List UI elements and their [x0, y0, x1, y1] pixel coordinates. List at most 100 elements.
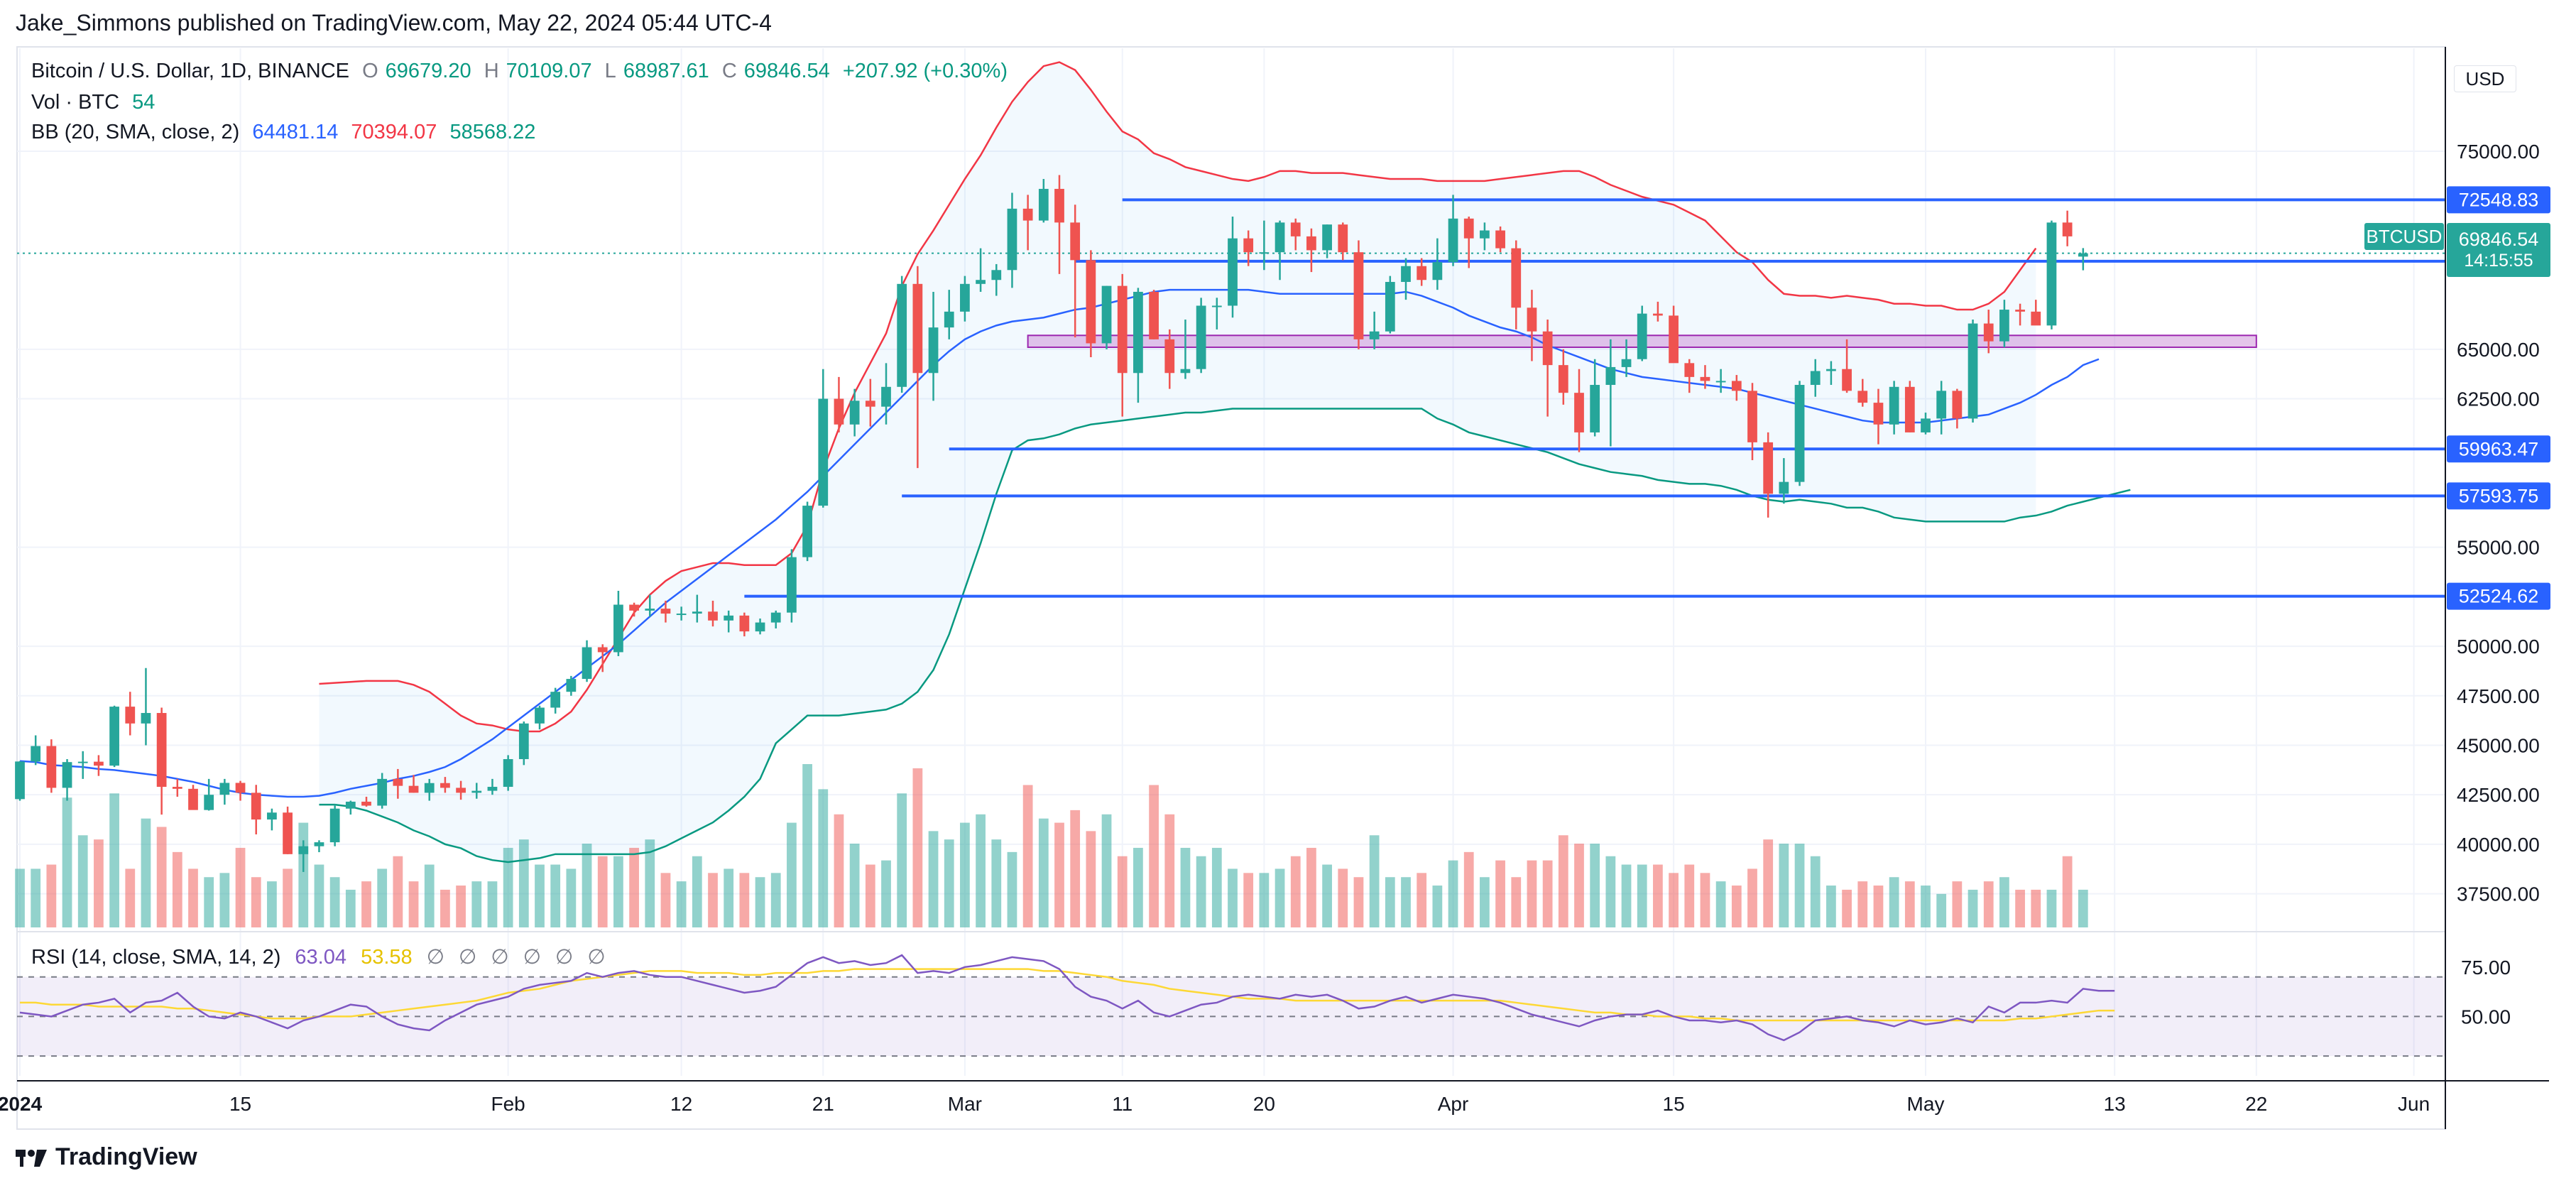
- volume-bar: [1495, 860, 1505, 927]
- volume-bar: [897, 793, 907, 927]
- candle-body: [566, 679, 577, 692]
- bb-lower-line: [319, 408, 2131, 864]
- volume-bar: [1715, 881, 1726, 927]
- volume-bar: [156, 827, 167, 927]
- volume-bar: [62, 797, 72, 927]
- time-tick-label: 11: [1112, 1093, 1133, 1115]
- bar-countdown: 14:15:55: [2464, 251, 2533, 271]
- bb-legend[interactable]: BB (20, SMA, close, 2) 64481.14 70394.07…: [31, 121, 542, 144]
- candle-body: [739, 615, 750, 632]
- candle-body: [755, 622, 765, 632]
- level-price-tag: [2447, 582, 2550, 610]
- level-price-tag: [2447, 435, 2550, 463]
- candle-body: [1086, 260, 1096, 344]
- candle-body: [2031, 311, 2041, 326]
- volume-bar: [1590, 844, 1600, 927]
- volume-bar: [1621, 864, 1632, 927]
- brand-name: TradingView: [55, 1143, 197, 1170]
- candle-body: [976, 280, 986, 284]
- volume-bar: [1306, 847, 1316, 927]
- symbol-name[interactable]: Bitcoin / U.S. Dollar, 1D, BINANCE: [31, 60, 350, 82]
- volume-bar: [1480, 877, 1490, 927]
- candle-body: [928, 327, 939, 374]
- candle-body: [960, 283, 970, 312]
- symbol-legend: Bitcoin / U.S. Dollar, 1D, BINANCE O 6967…: [31, 60, 1015, 83]
- volume-bar: [1149, 785, 1159, 927]
- publisher-info: Jake_Simmons published on TradingView.co…: [16, 10, 772, 36]
- bb-lower-value: 58568.22: [449, 121, 536, 143]
- currency-button[interactable]: USD: [2454, 65, 2516, 92]
- bb-basis-value: 64481.14: [252, 121, 339, 143]
- rsi-legend[interactable]: RSI (14, close, SMA, 14, 2) 63.04 53.58 …: [31, 944, 614, 969]
- volume-bar: [1921, 886, 1931, 927]
- rsi-ma-line: [20, 968, 2115, 1022]
- volume-bar: [1936, 893, 1947, 927]
- candle-body: [487, 787, 498, 791]
- volume-bar: [361, 881, 371, 927]
- bb-upper-value: 70394.07: [351, 121, 437, 143]
- volume-bar: [834, 814, 844, 927]
- time-tick-label: 15: [1663, 1093, 1685, 1115]
- rsi-line: [19, 954, 2115, 1042]
- candle-body: [204, 795, 214, 810]
- volume-bar: [1463, 851, 1474, 927]
- candle-body: [1542, 331, 1553, 366]
- candle-body: [2062, 222, 2073, 236]
- candle-body: [1826, 369, 1836, 371]
- candle-body: [1353, 252, 1364, 339]
- candle-body: [1022, 208, 1033, 221]
- volume-bar: [1653, 864, 1663, 927]
- volume-legend[interactable]: Vol · BTC 54: [31, 91, 162, 114]
- candle-body: [1684, 363, 1695, 377]
- volume-value: 54: [132, 91, 155, 114]
- candle-body: [141, 713, 151, 724]
- time-tick-label: May: [1907, 1093, 1945, 1115]
- level-price-tag: [2447, 186, 2550, 214]
- volume-bar: [408, 881, 419, 927]
- candle-body: [1952, 391, 1963, 419]
- candle-body: [1463, 218, 1474, 239]
- candle-body: [1369, 331, 1380, 339]
- candle-body: [1133, 291, 1143, 374]
- candle-body: [1842, 369, 1852, 391]
- candle-body: [1621, 359, 1632, 367]
- volume-bar: [1857, 881, 1868, 927]
- candle-body: [1149, 291, 1159, 339]
- volume-bar: [31, 868, 41, 927]
- volume-bar: [708, 873, 718, 927]
- candle-body: [1054, 188, 1064, 223]
- volume-bar: [1196, 856, 1206, 927]
- volume-bar: [1684, 864, 1695, 927]
- candle-body: [1700, 376, 1710, 381]
- volume-bar: [1417, 873, 1427, 927]
- volume-bar: [1101, 814, 1112, 927]
- volume-bar: [755, 877, 765, 927]
- volume-bar: [928, 831, 939, 927]
- volume-bar: [503, 847, 513, 927]
- symbol-price-tag: BTCUSD: [2364, 223, 2444, 250]
- volume-bar: [1669, 873, 1679, 927]
- tradingview-logo[interactable]: TradingView: [16, 1143, 197, 1171]
- candle-body: [471, 790, 482, 793]
- volume-bar: [204, 877, 214, 927]
- candle-body: [77, 761, 88, 763]
- rsi-tick-label: 75.00: [2461, 957, 2511, 979]
- rsi-ma-value: 53.58: [361, 946, 413, 969]
- candle-body: [314, 842, 324, 846]
- candle-body: [518, 723, 529, 759]
- volume-bar: [1369, 835, 1380, 927]
- ohlc-low: L 68987.61: [604, 60, 709, 82]
- volume-bar: [251, 877, 261, 927]
- time-tick-label: 21: [812, 1093, 834, 1115]
- volume-bar: [1968, 889, 1978, 927]
- time-tick-label: Jun: [2398, 1093, 2430, 1115]
- volume-bar: [1999, 877, 2009, 927]
- candle-body: [535, 707, 545, 724]
- volume-bar: [1022, 785, 1033, 927]
- candle-body: [1322, 224, 1332, 251]
- price-tick-label: 50000.00: [2457, 636, 2540, 658]
- volume-bar: [1054, 822, 1064, 927]
- time-tick-label: Mar: [948, 1093, 982, 1115]
- ohlc-open: O 69679.20: [362, 60, 471, 82]
